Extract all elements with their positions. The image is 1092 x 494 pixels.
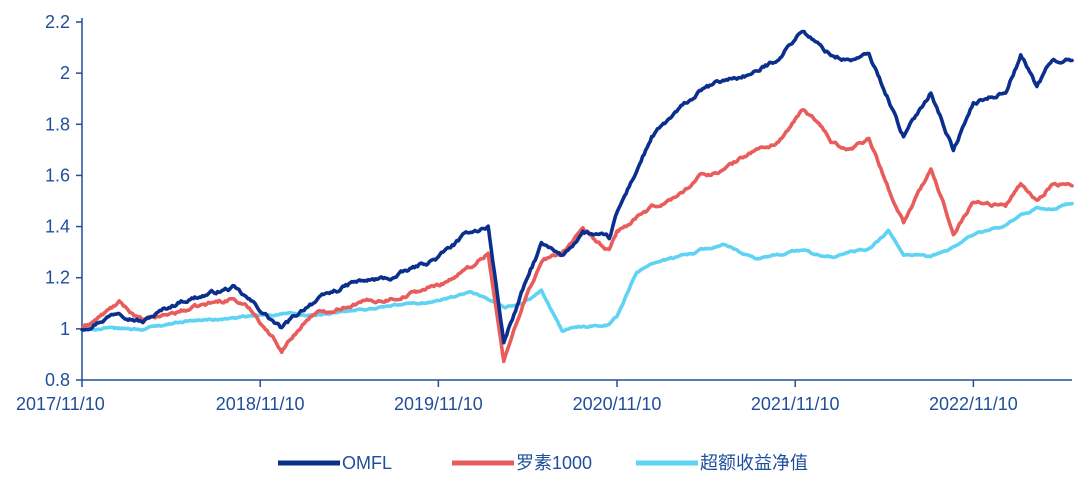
series-line-0 [80,29,1074,345]
x-tick-label: 2017/11/10 [16,394,105,414]
x-tick-label: 2018/11/10 [216,394,305,414]
legend-label-1: 罗素1000 [516,453,592,473]
series-layer [80,29,1074,364]
y-axis: 0.8 1 1.2 1.4 1.6 1.8 2 2.2 [45,12,83,390]
y-tick-label: 1.6 [45,165,70,185]
y-tick-label: 1.2 [45,268,70,288]
x-axis: 2017/11/10 2018/11/10 2019/11/10 2020/11/10… [16,379,1072,414]
y-tick-label: 2.2 [45,12,70,32]
legend-label-0: OMFL [342,453,392,473]
series-line-1 [80,108,1074,364]
x-tick-label: 2022/11/10 [929,394,1018,414]
x-tick-label: 2021/11/10 [751,394,840,414]
y-tick-label: 1 [60,319,70,339]
legend-label-2: 超额收益净值 [700,453,808,473]
y-tick-label: 0.8 [45,370,70,390]
x-tick-label: 2020/11/10 [573,394,662,414]
series-line-2 [80,201,1074,333]
legend: OMFL 罗素1000 超额收益净值 [278,453,808,473]
y-tick-label: 1.8 [45,114,70,134]
x-tick-label: 2019/11/10 [394,394,483,414]
y-tick-label: 2 [60,63,70,83]
y-tick-label: 1.4 [45,217,70,237]
